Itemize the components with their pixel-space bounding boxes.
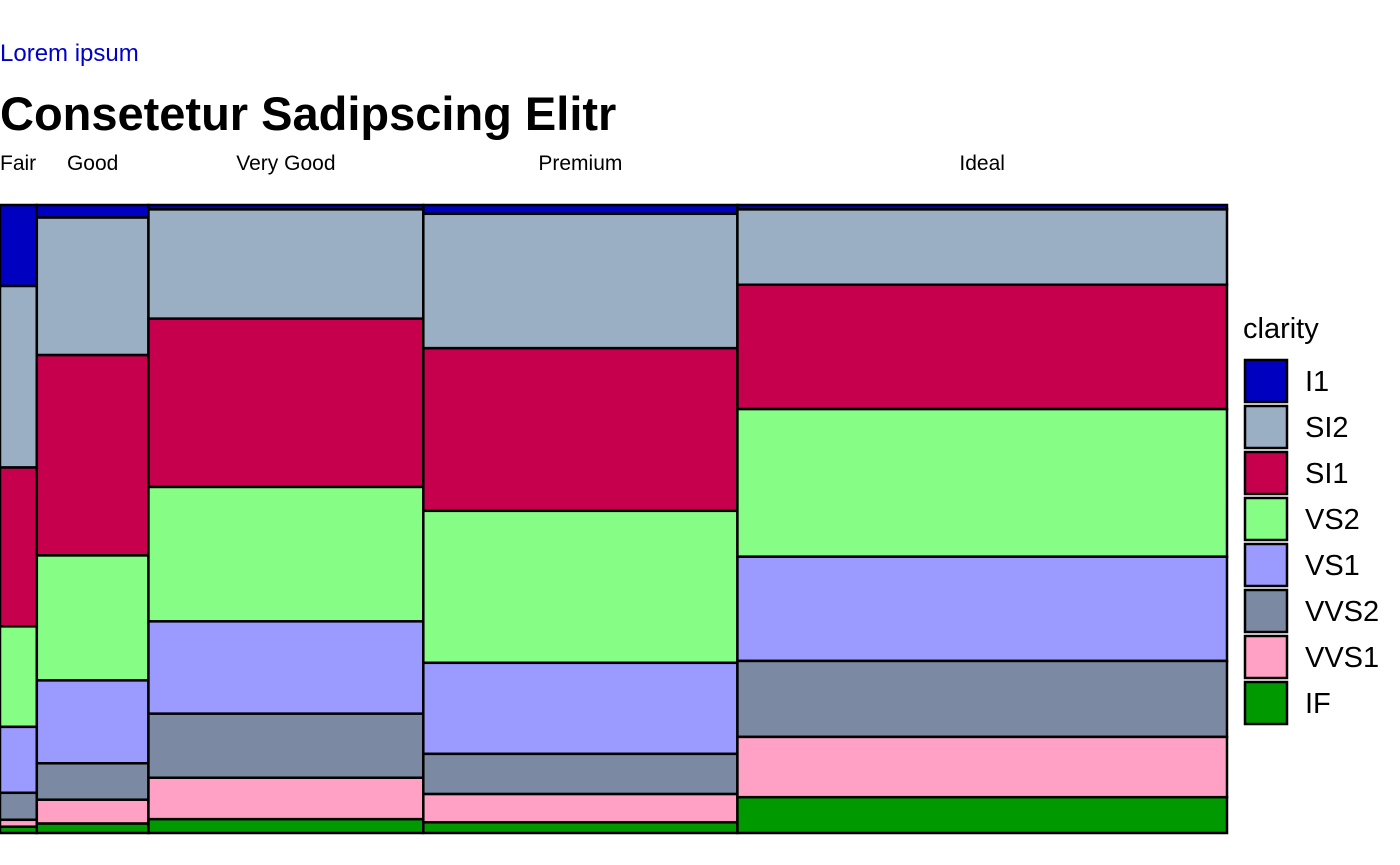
legend-swatch-vvs2: [1243, 588, 1289, 634]
tile-ideal-vs2: [736, 407, 1229, 558]
tile-ideal-vs1: [736, 555, 1229, 663]
tile-fair-if: [0, 825, 39, 835]
legend-swatch-vs2: [1243, 496, 1289, 542]
tile-good-si2: [35, 216, 150, 357]
tile-premium-si2: [422, 212, 739, 350]
legend: clarity I1 SI2 SI1 VS2 VS1 VVS2 VVS1 IF: [1243, 313, 1379, 726]
category-label-good: Good: [67, 152, 118, 175]
tile-very-good-if: [147, 817, 425, 835]
legend-label-si2: SI2: [1305, 412, 1349, 444]
tile-very-good-vvs1: [147, 776, 425, 821]
legend-swatch-i1: [1243, 358, 1289, 404]
tile-premium-i1: [422, 203, 739, 216]
legend-label-i1: I1: [1305, 366, 1329, 398]
tile-good-vs1: [35, 679, 150, 765]
tile-good-vvs2: [35, 762, 150, 801]
tile-fair-vs2: [0, 625, 39, 729]
tile-premium-si1: [422, 346, 739, 513]
category-label-ideal: Ideal: [959, 152, 1005, 175]
legend-swatch-si2: [1243, 404, 1289, 450]
legend-label-vs1: VS1: [1305, 550, 1360, 582]
tile-fair-si2: [0, 284, 39, 469]
tile-good-vs2: [35, 554, 150, 682]
tile-premium-vs2: [422, 509, 739, 665]
tile-fair-vs1: [0, 725, 39, 795]
tile-ideal-vvs2: [736, 659, 1229, 739]
tile-premium-if: [422, 821, 739, 835]
tile-premium-vvs1: [422, 792, 739, 824]
tile-very-good-vs2: [147, 485, 425, 623]
tile-very-good-vs1: [147, 620, 425, 715]
tile-very-good-si2: [147, 208, 425, 320]
tile-fair-i1: [0, 203, 39, 288]
tile-very-good-si1: [147, 317, 425, 489]
mosaic-tiles: [0, 203, 1229, 835]
legend-swatch-if: [1243, 680, 1289, 726]
tile-good-vvs1: [35, 798, 150, 825]
tile-ideal-si2: [736, 208, 1229, 287]
category-labels: Fair Good Very Good Premium Ideal: [0, 152, 1005, 175]
legend-label-vvs1: VVS1: [1305, 642, 1379, 674]
tile-premium-vs1: [422, 661, 739, 756]
category-label-premium: Premium: [538, 152, 622, 175]
category-label-very-good: Very Good: [236, 152, 335, 175]
legend-label-vs2: VS2: [1305, 504, 1360, 536]
category-label-fair: Fair: [0, 152, 36, 175]
tile-ideal-si1: [736, 283, 1229, 411]
tile-good-if: [35, 822, 150, 835]
tile-fair-vvs2: [0, 791, 39, 822]
legend-swatch-vs1: [1243, 542, 1289, 588]
tile-good-i1: [35, 203, 150, 219]
legend-label-if: IF: [1305, 688, 1331, 720]
tile-very-good-vvs2: [147, 712, 425, 779]
legend-title: clarity: [1243, 313, 1319, 345]
legend-label-si1: SI1: [1305, 458, 1349, 490]
chart-title: Consetetur Sadipscing Elitr: [0, 87, 617, 140]
tile-premium-vvs2: [422, 752, 739, 796]
tile-ideal-vvs1: [736, 735, 1229, 799]
subtitle-link[interactable]: Lorem ipsum: [0, 40, 139, 67]
legend-label-vvs2: VVS2: [1305, 596, 1379, 628]
legend-swatch-vvs1: [1243, 634, 1289, 680]
legend-swatch-si1: [1243, 450, 1289, 496]
tile-fair-si1: [0, 466, 39, 628]
tile-ideal-if: [736, 795, 1229, 835]
tile-good-si1: [35, 353, 150, 557]
